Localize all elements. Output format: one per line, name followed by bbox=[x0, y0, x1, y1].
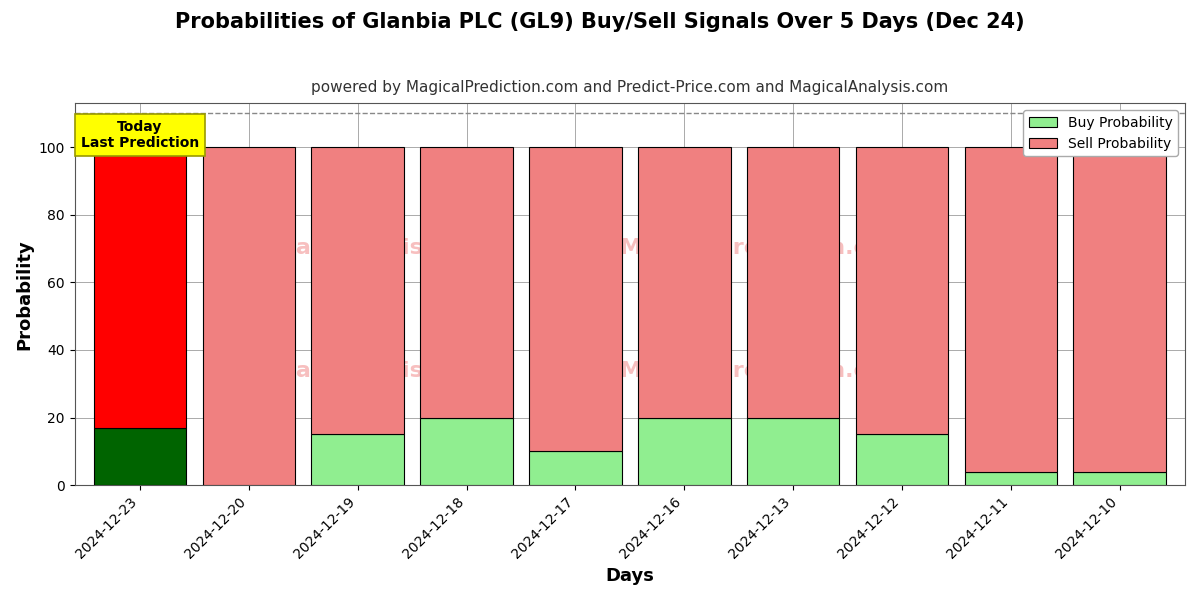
Bar bbox=[1074, 147, 1166, 472]
Bar bbox=[529, 147, 622, 451]
Bar bbox=[1074, 472, 1166, 485]
Bar bbox=[856, 434, 948, 485]
Text: MagicalPrediction.com: MagicalPrediction.com bbox=[620, 361, 906, 380]
Text: MagicalAnalysis.com: MagicalAnalysis.com bbox=[222, 238, 482, 258]
Bar bbox=[94, 147, 186, 428]
Bar bbox=[856, 147, 948, 434]
Title: powered by MagicalPrediction.com and Predict-Price.com and MagicalAnalysis.com: powered by MagicalPrediction.com and Pre… bbox=[311, 80, 948, 95]
Bar bbox=[965, 472, 1057, 485]
Bar bbox=[638, 418, 731, 485]
Legend: Buy Probability, Sell Probability: Buy Probability, Sell Probability bbox=[1024, 110, 1178, 156]
Bar bbox=[420, 418, 512, 485]
Text: Today
Last Prediction: Today Last Prediction bbox=[80, 120, 199, 150]
Text: MagicalPrediction.com: MagicalPrediction.com bbox=[620, 238, 906, 258]
Bar bbox=[746, 147, 839, 418]
X-axis label: Days: Days bbox=[605, 567, 654, 585]
Bar bbox=[529, 451, 622, 485]
Bar bbox=[312, 147, 404, 434]
Bar bbox=[312, 434, 404, 485]
Bar bbox=[94, 428, 186, 485]
Bar bbox=[203, 147, 295, 485]
Bar bbox=[638, 147, 731, 418]
Y-axis label: Probability: Probability bbox=[16, 239, 34, 350]
Bar bbox=[965, 147, 1057, 472]
Bar bbox=[746, 418, 839, 485]
Text: Probabilities of Glanbia PLC (GL9) Buy/Sell Signals Over 5 Days (Dec 24): Probabilities of Glanbia PLC (GL9) Buy/S… bbox=[175, 12, 1025, 32]
Text: MagicalAnalysis.com: MagicalAnalysis.com bbox=[222, 361, 482, 380]
Bar bbox=[420, 147, 512, 418]
